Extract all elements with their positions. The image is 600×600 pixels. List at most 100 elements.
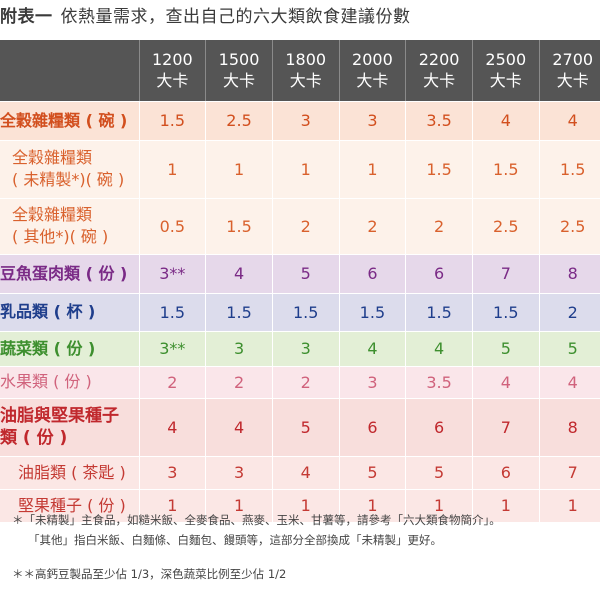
table-cell: 1 (339, 489, 407, 523)
header-cell: 2700 大卡 (539, 40, 600, 102)
table-cell: 2.5 (205, 101, 273, 141)
table-cell: 4 (539, 101, 600, 141)
row-label: 堅果種子 ( 份 ) (0, 489, 140, 523)
table-cell: 2 (272, 198, 340, 255)
row-label: 豆魚蛋肉類 ( 份 ) (0, 254, 140, 294)
table-cell: 5 (472, 331, 540, 367)
table-row-unrefined-grains: 全穀雜糧類( 未精製*)( 碗 ) 1 1 1 1 1.5 1.5 1.5 (0, 140, 600, 199)
table-cell: 3 (272, 101, 340, 141)
row-label: 乳品類 ( 杯 ) (0, 293, 140, 332)
table-row-grains: 全穀雜糧類 ( 碗 ) 1.5 2.5 3 3 3.5 4 4 (0, 101, 600, 141)
table-cell: 1 (139, 489, 207, 523)
row-label: 全穀雜糧類 ( 碗 ) (0, 101, 140, 141)
table-cell: 2 (405, 198, 473, 255)
table-cell: 1.5 (205, 293, 273, 332)
header-corner (0, 40, 140, 102)
row-label: 全穀雜糧類( 其他*)( 碗 ) (0, 198, 140, 255)
table-row-nuts: 堅果種子 ( 份 ) 1 1 1 1 1 1 1 (0, 489, 600, 523)
table-cell: 3** (139, 254, 207, 294)
table-cell: 7 (539, 456, 600, 490)
table-cell: 1.5 (205, 198, 273, 255)
table-cell: 6 (339, 398, 407, 457)
table-cell: 5 (272, 254, 340, 294)
footnotes: ＊「未精製」主食品，如糙米飯、全麥食品、燕麥、玉米、甘薯等，請參考「六大類食物簡… (12, 510, 592, 584)
table-cell: 5 (405, 456, 473, 490)
table-cell: 5 (539, 331, 600, 367)
table-cell: 4 (472, 101, 540, 141)
row-label: 蔬菜類 ( 份 ) (0, 331, 140, 367)
table-cell: 2.5 (472, 198, 540, 255)
table-cell: 8 (539, 254, 600, 294)
table-cell: 2 (272, 366, 340, 399)
title-text: 依熱量需求，查出自己的六大類飲食建議份數 (60, 7, 411, 27)
table-cell: 1 (472, 489, 540, 523)
table-cell: 3 (139, 456, 207, 490)
table-cell: 3.5 (405, 101, 473, 141)
header-cell: 2000 大卡 (339, 40, 407, 102)
table-cell: 1.5 (339, 293, 407, 332)
row-label: 油脂與堅果種子類 ( 份 ) (0, 398, 140, 457)
table-row-fats-nuts: 油脂與堅果種子類 ( 份 ) 4 4 5 6 6 7 8 (0, 398, 600, 457)
table-cell: 4 (405, 331, 473, 367)
table-cell: 4 (205, 254, 273, 294)
table-cell: 1 (272, 489, 340, 523)
table-cell: 3 (205, 331, 273, 367)
table-cell: 3 (339, 366, 407, 399)
table-cell: 4 (539, 366, 600, 399)
table-cell: 2 (539, 293, 600, 332)
table-cell: 7 (472, 254, 540, 294)
table-cell: 2 (339, 198, 407, 255)
table-cell: 1.5 (139, 101, 207, 141)
table-cell: 1.5 (539, 140, 600, 199)
table-row-fruit: 水果類 ( 份 ) 2 2 2 3 3.5 4 4 (0, 366, 600, 399)
footnote-calcium: ＊＊高鈣豆製品至少佔 1/3，深色蔬菜比例至少佔 1/2 (12, 567, 287, 581)
table-cell: 0.5 (139, 198, 207, 255)
table-cell: 4 (205, 398, 273, 457)
table-cell: 6 (472, 456, 540, 490)
table-cell: 6 (405, 398, 473, 457)
header-row: 1200 大卡 1500 大卡 1800 大卡 2000 大卡 2200 大卡 2500 大… (0, 40, 600, 102)
table-cell: 3 (272, 331, 340, 367)
table-cell: 7 (472, 398, 540, 457)
table-row-dairy: 乳品類 ( 杯 ) 1.5 1.5 1.5 1.5 1.5 1.5 2 (0, 293, 600, 332)
table-cell: 1 (405, 489, 473, 523)
table-cell: 5 (272, 398, 340, 457)
row-label: 全穀雜糧類( 未精製*)( 碗 ) (0, 140, 140, 199)
table-cell: 1.5 (472, 293, 540, 332)
table-row-oils: 油脂類 ( 茶匙 ) 3 3 4 5 5 6 7 (0, 456, 600, 490)
table-cell: 4 (472, 366, 540, 399)
table-row-protein: 豆魚蛋肉類 ( 份 ) 3** 4 5 6 6 7 8 (0, 254, 600, 294)
table-cell: 1 (539, 489, 600, 523)
table-cell: 1.5 (405, 293, 473, 332)
footnote-other: 「其他」指白米飯、白麵條、白麵包、饅頭等，這部分全部換成「未精製」更好。 (28, 533, 442, 547)
table-cell: 3 (205, 456, 273, 490)
table-cell: 1 (272, 140, 340, 199)
table-cell: 4 (139, 398, 207, 457)
table-cell: 1 (339, 140, 407, 199)
header-cell: 1500 大卡 (205, 40, 273, 102)
table-cell: 6 (339, 254, 407, 294)
table-cell: 6 (405, 254, 473, 294)
row-label: 水果類 ( 份 ) (0, 366, 140, 399)
table-cell: 2 (205, 366, 273, 399)
table-cell: 8 (539, 398, 600, 457)
table-cell: 1.5 (405, 140, 473, 199)
table-row-other-grains: 全穀雜糧類( 其他*)( 碗 ) 0.5 1.5 2 2 2 2.5 2.5 (0, 198, 600, 255)
table-cell: 5 (339, 456, 407, 490)
header-cell: 1200 大卡 (139, 40, 207, 102)
serving-table: 1200 大卡 1500 大卡 1800 大卡 2000 大卡 2200 大卡 2500 大… (0, 40, 600, 523)
table-cell: 4 (272, 456, 340, 490)
table-cell: 1 (205, 489, 273, 523)
table-cell: 3** (139, 331, 207, 367)
header-cell: 2500 大卡 (472, 40, 540, 102)
table-row-vegetables: 蔬菜類 ( 份 ) 3** 3 3 4 4 5 5 (0, 331, 600, 367)
table-cell: 4 (339, 331, 407, 367)
row-label: 油脂類 ( 茶匙 ) (0, 456, 140, 490)
footnote-unrefined: ＊「未精製」主食品，如糙米飯、全麥食品、燕麥、玉米、甘薯等，請參考「六大類食物簡… (12, 513, 501, 527)
table-cell: 2.5 (539, 198, 600, 255)
title-prefix: 附表一 (0, 7, 53, 27)
table-cell: 3.5 (405, 366, 473, 399)
table-cell: 3 (339, 101, 407, 141)
table-cell: 1.5 (272, 293, 340, 332)
table-cell: 1.5 (139, 293, 207, 332)
